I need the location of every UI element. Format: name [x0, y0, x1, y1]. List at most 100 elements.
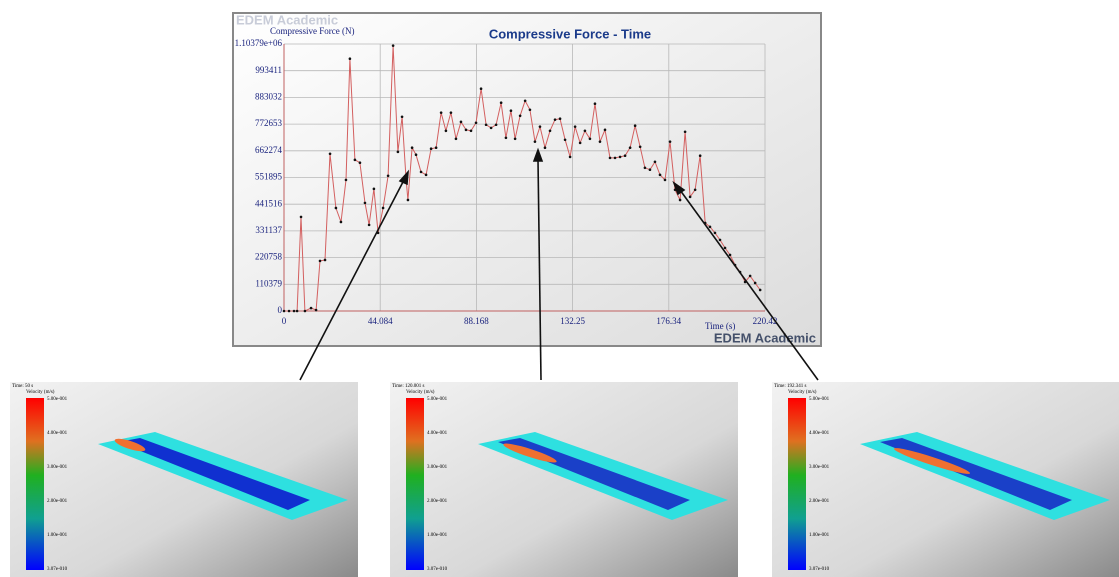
data-point	[424, 173, 428, 177]
data-point	[391, 44, 395, 47]
data-point	[449, 111, 453, 114]
y-axis-label: Compressive Force (N)	[270, 26, 354, 36]
y-tick-label: 772653	[255, 118, 283, 128]
data-point	[548, 129, 552, 133]
data-point	[698, 154, 702, 158]
data-point	[299, 215, 303, 219]
chart-title: Compressive Force - Time	[489, 26, 651, 41]
panel-time: Time: 120.001 s	[392, 384, 425, 389]
colorbar	[26, 398, 44, 570]
data-point	[528, 108, 532, 112]
x-tick-label: 88.168	[464, 316, 489, 326]
legend-label: 3.00e-001	[47, 465, 68, 470]
data-point	[748, 274, 752, 278]
chart-frame	[232, 12, 822, 347]
data-point	[474, 121, 478, 125]
data-point	[358, 161, 362, 165]
data-point	[410, 146, 414, 150]
data-point	[439, 111, 443, 114]
y-tick-label: 110379	[255, 278, 282, 288]
x-tick-label: 220.42	[753, 316, 778, 326]
data-point	[573, 125, 577, 128]
data-point	[713, 231, 717, 235]
data-point	[553, 118, 557, 121]
data-point	[568, 155, 572, 159]
x-axis-label: Time (s)	[705, 321, 735, 331]
data-point	[323, 258, 327, 262]
y-tick-label: 1.10379e+06	[235, 38, 283, 48]
data-point	[603, 128, 607, 132]
data-point	[314, 308, 318, 312]
data-point	[658, 173, 662, 177]
data-point	[533, 140, 537, 143]
data-point	[648, 168, 652, 172]
data-point	[683, 130, 687, 134]
panel	[772, 382, 1119, 577]
data-point	[723, 246, 727, 250]
legend-label: 3.00e-001	[809, 465, 830, 470]
legend-title: Velocity (m/s)	[406, 390, 435, 395]
legend-title: Velocity (m/s)	[788, 390, 817, 395]
bulk	[503, 443, 557, 463]
data-point	[303, 309, 307, 313]
y-tick-label: 883032	[255, 91, 282, 101]
data-point	[372, 187, 376, 191]
data-point	[543, 146, 547, 150]
data-point	[386, 174, 390, 178]
legend-title: Velocity (m/s)	[26, 390, 55, 395]
data-point	[618, 155, 622, 159]
data-point	[728, 253, 732, 257]
data-point	[598, 140, 602, 143]
data-point	[628, 146, 632, 150]
data-point	[668, 140, 672, 143]
data-point	[434, 146, 438, 150]
legend-label: 3.00e-001	[427, 465, 448, 470]
data-point	[653, 160, 657, 164]
legend-label: 3.07e-010	[809, 567, 830, 572]
data-point	[469, 129, 473, 133]
data-point	[459, 120, 463, 124]
data-point	[400, 115, 404, 119]
data-point	[396, 150, 400, 154]
data-point	[718, 238, 722, 242]
y-tick-label: 331137	[255, 225, 282, 235]
y-tick-label: 551895	[255, 172, 283, 182]
data-point	[499, 101, 503, 105]
x-tick-label: 44.084	[368, 316, 393, 326]
data-point	[328, 152, 332, 156]
data-point	[444, 129, 448, 133]
bulk	[114, 438, 146, 452]
data-point	[608, 156, 612, 160]
data-point	[406, 198, 410, 202]
legend-label: 3.07e-010	[427, 567, 448, 572]
data-point	[688, 195, 692, 199]
data-point	[339, 220, 343, 224]
data-point	[282, 309, 286, 313]
y-tick-label: 0	[278, 305, 283, 315]
colorbar	[788, 398, 806, 570]
data-point	[623, 154, 627, 158]
x-tick-label: 0	[282, 316, 287, 326]
data-point	[613, 156, 617, 160]
y-tick-label: 220758	[255, 252, 283, 262]
x-tick-label: 132.25	[560, 316, 585, 326]
y-tick-label: 993411	[255, 65, 282, 75]
legend-label: 4.00e-001	[47, 431, 68, 436]
legend-label: 4.00e-001	[427, 431, 448, 436]
data-point	[353, 158, 357, 162]
data-point	[419, 170, 423, 174]
data-point	[479, 87, 483, 90]
data-point	[758, 288, 762, 292]
data-point	[344, 178, 348, 182]
data-point	[583, 129, 587, 133]
data-point	[454, 137, 458, 141]
data-point	[663, 178, 667, 182]
data-point	[638, 145, 642, 149]
legend-label: 3.07e-010	[47, 567, 68, 572]
data-point	[489, 126, 493, 130]
data-point	[708, 225, 712, 229]
data-point	[484, 123, 488, 127]
data-point	[295, 309, 299, 313]
legend-label: 1.00e-001	[47, 533, 68, 538]
